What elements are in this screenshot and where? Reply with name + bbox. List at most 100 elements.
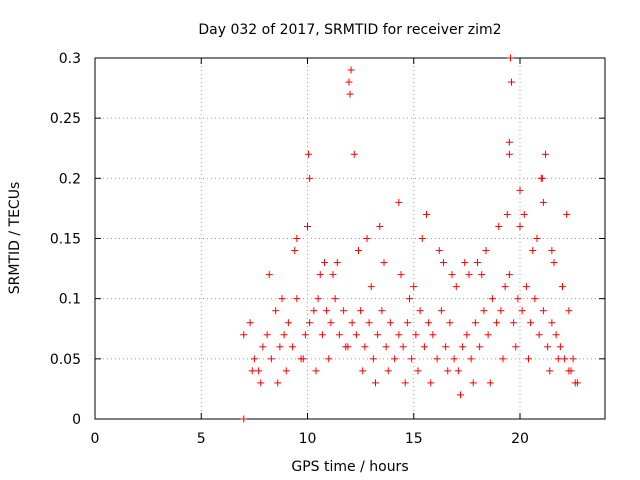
data-point (299, 355, 307, 363)
chart-title: Day 032 of 2017, SRMTID for receiver zim… (198, 22, 501, 38)
data-point (429, 331, 437, 339)
data-point (465, 271, 473, 279)
data-point (306, 319, 314, 327)
data-point (397, 271, 405, 279)
data-point (538, 174, 546, 182)
data-point (569, 355, 577, 363)
data-point (246, 319, 254, 327)
data-point (372, 379, 379, 387)
data-point (347, 66, 355, 74)
data-point (476, 343, 484, 351)
data-point (550, 259, 558, 267)
data-point (546, 367, 554, 375)
data-point (263, 331, 271, 339)
data-point (329, 271, 337, 279)
data-point (365, 319, 373, 327)
data-point (412, 331, 420, 339)
data-point (452, 283, 460, 291)
data-point (374, 331, 382, 339)
data-point (280, 331, 288, 339)
data-point (423, 210, 430, 218)
tick-labels: 0 5 10 15 20 0 0.05 0.1 0.15 0.2 0.25 0.3 (50, 51, 529, 447)
y-tick-label: 0.25 (50, 111, 81, 127)
data-point (359, 367, 367, 375)
data-point (276, 343, 284, 351)
data-point (410, 283, 418, 291)
data-point (514, 295, 522, 303)
data-point (272, 307, 280, 315)
data-point (278, 295, 286, 303)
data-point (325, 355, 333, 363)
axis-ticks (94, 57, 605, 420)
y-tick-label: 0.1 (59, 292, 81, 308)
data-point (435, 247, 443, 255)
data-point (401, 379, 409, 387)
y-tick-label: 0 (72, 412, 81, 428)
data-point (355, 247, 362, 255)
data-point (403, 319, 411, 327)
data-point (331, 295, 339, 303)
y-tick-label: 0.05 (50, 352, 81, 368)
data-point (539, 198, 547, 206)
data-point (348, 319, 356, 327)
data-point (310, 307, 318, 315)
data-point (250, 355, 258, 363)
data-point (406, 295, 413, 303)
data-point (255, 367, 263, 375)
data-point (395, 198, 403, 206)
y-axis-label: SRMTID / TECUs (7, 182, 23, 295)
data-point (433, 355, 441, 363)
data-point (321, 259, 328, 267)
data-point (446, 319, 454, 327)
data-point (559, 283, 566, 291)
data-point (382, 343, 390, 351)
data-point (518, 307, 526, 315)
x-tick-label: 0 (91, 431, 100, 447)
data-point (567, 367, 575, 375)
data-point (376, 222, 384, 230)
data-point (427, 379, 435, 387)
data-point (240, 331, 248, 339)
data-point (542, 150, 549, 158)
data-point (493, 319, 501, 327)
data-point (248, 367, 256, 375)
data-point (552, 331, 560, 339)
data-point (522, 283, 530, 291)
data-point (516, 222, 524, 230)
data-point (505, 150, 513, 158)
x-axis-label: GPS time / hours (291, 459, 408, 475)
data-point (293, 235, 301, 242)
data-point (554, 355, 562, 363)
data-point (318, 331, 326, 339)
data-point (482, 247, 490, 255)
data-point (497, 307, 505, 315)
data-point (384, 367, 392, 375)
data-point (505, 138, 513, 146)
data-point (378, 307, 386, 315)
data-point (361, 343, 369, 351)
data-point (495, 222, 503, 230)
data-point (314, 295, 322, 303)
data-point (506, 54, 514, 62)
data-point (548, 319, 556, 327)
y-tick-label: 0.3 (59, 51, 81, 67)
data-point (527, 319, 535, 327)
data-point (306, 174, 314, 182)
data-point (274, 379, 282, 387)
data-point (563, 210, 571, 218)
data-point (510, 319, 518, 327)
data-point (346, 90, 354, 98)
data-point (480, 307, 488, 315)
data-point (240, 415, 248, 423)
data-point (395, 331, 403, 339)
data-point (448, 271, 456, 279)
data-point (284, 319, 292, 327)
data-points (240, 54, 581, 423)
data-point (565, 307, 573, 315)
data-point (425, 319, 433, 327)
data-point (291, 247, 299, 255)
data-point (499, 355, 507, 363)
data-point (357, 307, 365, 315)
data-point (556, 343, 564, 351)
data-point (474, 259, 481, 267)
